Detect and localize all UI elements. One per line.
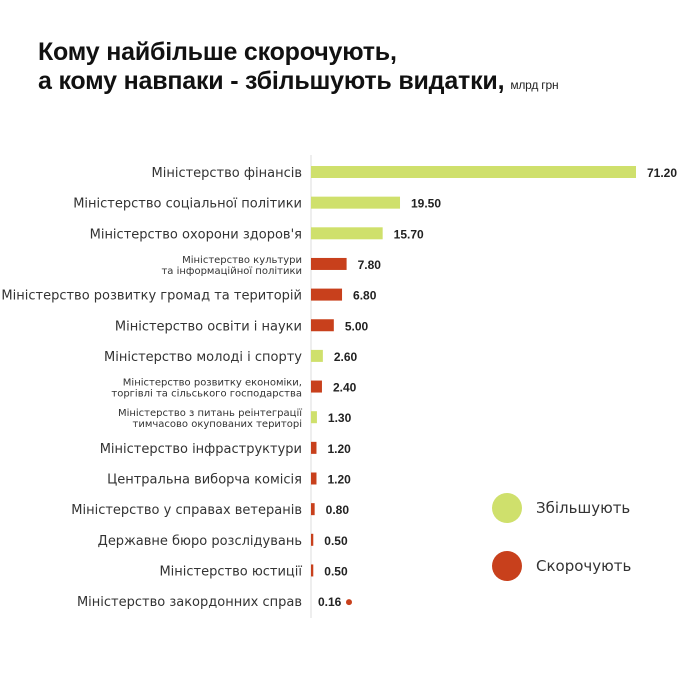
category-label: Міністерство розвитку економіки,	[123, 377, 302, 389]
category-label: Центральна виборча комісія	[107, 473, 302, 488]
unit-label: млрд грн	[510, 78, 559, 92]
category-label: Міністерство соціальної політики	[73, 197, 302, 212]
value-label: 1.20	[327, 473, 351, 487]
title-line-2: а кому навпаки - збільшують видатки,	[38, 67, 505, 95]
category-label: Міністерство з питань реінтеграції	[118, 407, 302, 419]
category-label: Міністерство інфраструктури	[100, 442, 302, 457]
bar	[311, 319, 334, 332]
legend-item-increase: Збільшують	[492, 493, 630, 523]
value-label: 2.60	[334, 350, 358, 364]
value-label: 71.20	[647, 166, 677, 180]
bar	[311, 288, 343, 301]
category-label: Державне бюро розслідувань	[98, 534, 302, 549]
category-label: Міністерство охорони здоров'я	[90, 227, 302, 242]
category-label: тимчасово окупованих територі	[133, 418, 303, 430]
bar	[311, 227, 383, 240]
category-label: торгівлі та сільського господарства	[111, 388, 302, 400]
bar-dot	[346, 599, 352, 606]
category-label: Міністерство фінансів	[152, 166, 303, 181]
bar	[311, 533, 314, 546]
value-label: 6.80	[353, 289, 377, 303]
value-label: 0.50	[324, 534, 348, 548]
bar	[311, 411, 317, 424]
value-label: 7.80	[358, 258, 382, 272]
value-label: 19.50	[411, 197, 441, 211]
category-label: Міністерство у справах ветеранів	[71, 503, 302, 518]
bar	[311, 257, 347, 270]
category-label: Міністерство закордонних справ	[77, 595, 302, 610]
bar	[311, 380, 322, 393]
chart-title: Кому найбільше скорочують, а кому навпак…	[38, 38, 559, 100]
value-label: 1.20	[327, 442, 351, 456]
category-label: Міністерство розвитку громад та територі…	[1, 289, 302, 304]
bar	[311, 196, 401, 209]
legend-label-increase: Збільшують	[536, 499, 631, 517]
bar	[311, 166, 636, 178]
legend-item-decrease: Скорочують	[492, 551, 631, 581]
legend-swatch-increase	[492, 493, 522, 523]
title-line-1: Кому найбільше скорочують,	[38, 38, 397, 66]
bar	[311, 564, 314, 577]
value-label: 5.00	[345, 319, 369, 333]
value-label: 0.50	[324, 564, 348, 578]
category-label: та інформаційної політики	[161, 265, 302, 277]
legend-swatch-decrease	[492, 551, 522, 581]
bar	[311, 349, 323, 362]
value-label: 15.70	[394, 227, 424, 241]
category-label: Міністерство освіти і науки	[115, 319, 302, 334]
value-label: 0.80	[326, 503, 350, 517]
value-label: 0.16	[318, 595, 342, 609]
bar	[311, 503, 315, 516]
legend-label-decrease: Скорочують	[536, 557, 632, 575]
bar	[311, 441, 317, 454]
category-label: Міністерство юстиції	[159, 564, 302, 579]
category-label: Міністерство молоді і спорту	[104, 350, 302, 365]
bar	[311, 472, 317, 485]
value-label: 1.30	[328, 411, 352, 425]
value-label: 2.40	[333, 381, 357, 395]
category-label: Міністерство культури	[182, 254, 302, 266]
